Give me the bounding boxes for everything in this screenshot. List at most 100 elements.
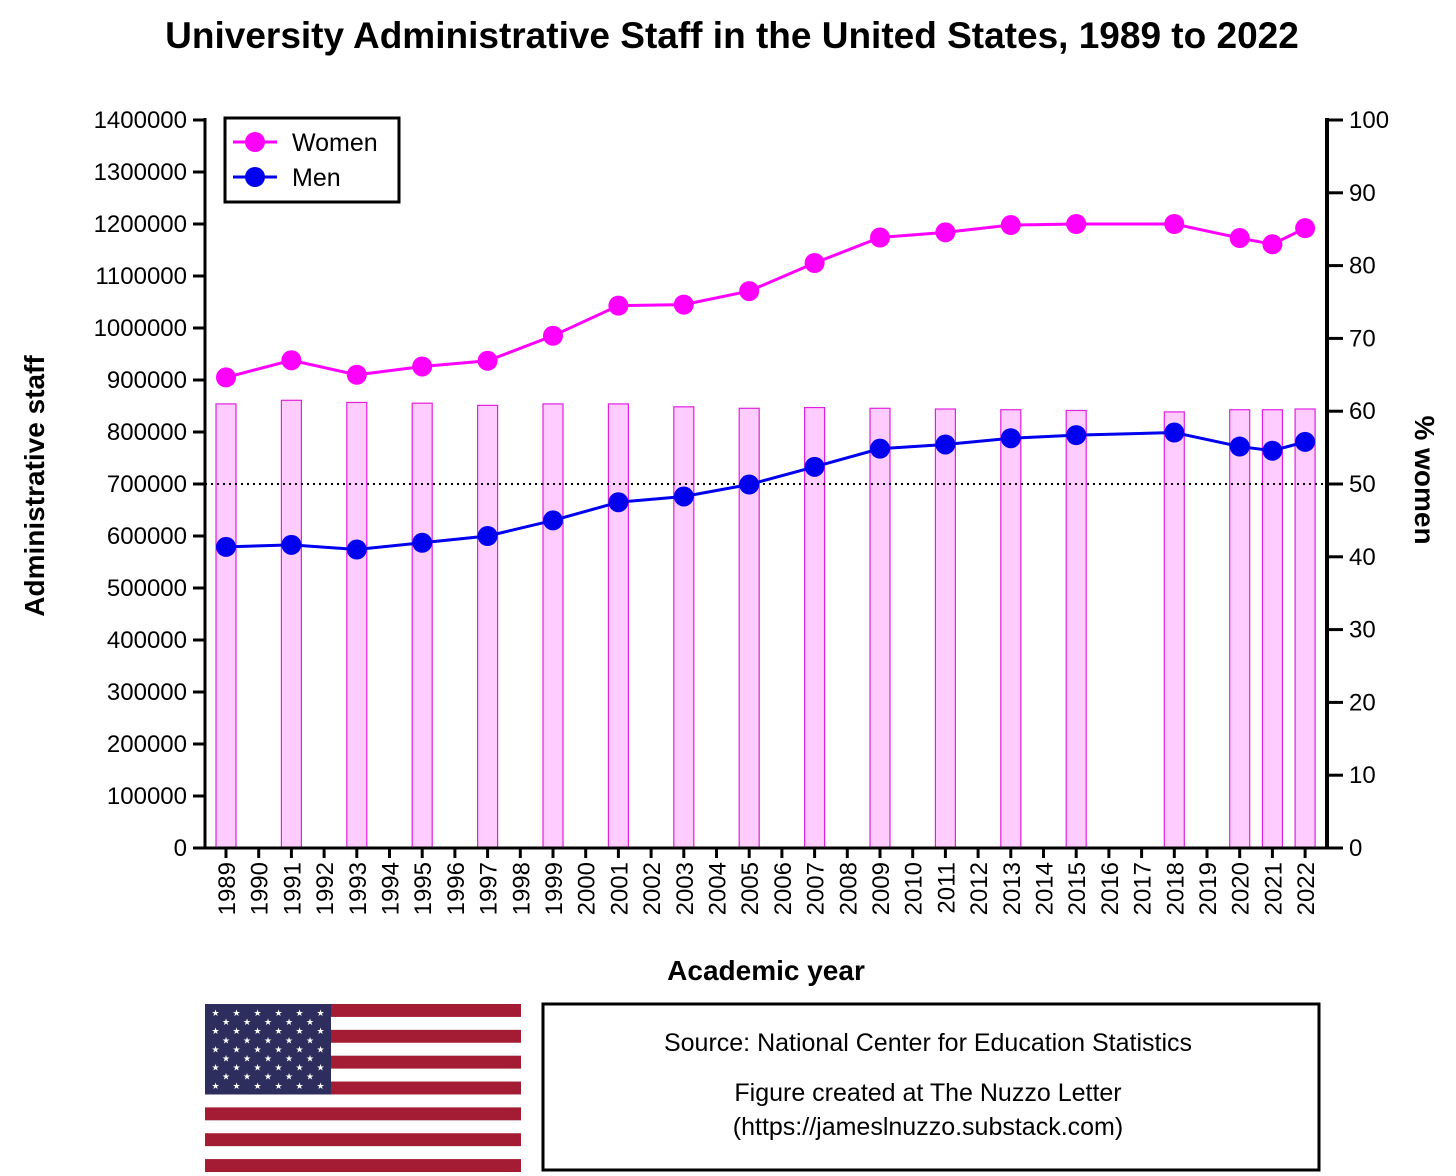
y2-tick-label: 50 <box>1349 471 1376 498</box>
y2-tick-label: 90 <box>1349 180 1376 207</box>
men-point-2007 <box>804 456 825 477</box>
flag-star: ★ <box>211 1081 219 1091</box>
x-tick-label: 1998 <box>508 862 535 915</box>
flag-star: ★ <box>295 1081 303 1091</box>
flag-star: ★ <box>306 1017 314 1027</box>
y-tick-label: 800000 <box>107 419 187 446</box>
x-tick-label: 2004 <box>705 862 732 915</box>
x-tick-label: 2020 <box>1228 862 1255 915</box>
flag-star: ★ <box>295 1008 303 1018</box>
flag-star: ★ <box>295 1044 303 1054</box>
x-tick-label: 2006 <box>770 862 797 915</box>
flag-star: ★ <box>211 1063 219 1073</box>
x-tick-label: 2013 <box>999 862 1026 915</box>
percent-women-bars <box>215 399 1316 849</box>
y2-axis-label: % women <box>1409 415 1440 544</box>
men-point-2013 <box>1000 428 1021 449</box>
flag-star: ★ <box>274 1081 282 1091</box>
women-point-2018 <box>1164 214 1185 234</box>
y2-tick-label: 70 <box>1349 325 1376 352</box>
bar-2001 <box>607 403 630 849</box>
flag-star: ★ <box>285 1035 293 1045</box>
flag-star: ★ <box>222 1035 230 1045</box>
y-tick-label: 100000 <box>107 783 187 810</box>
y-tick-label: 1100000 <box>95 263 187 290</box>
women-line <box>225 222 1306 379</box>
y-tick-label: 300000 <box>107 679 187 706</box>
men-point-2005 <box>739 474 760 495</box>
y-tick-label: 600000 <box>107 523 187 550</box>
women-point-1993 <box>346 364 367 385</box>
y-tick-label: 900000 <box>107 367 187 394</box>
women-point-2005 <box>739 281 760 302</box>
men-point-2009 <box>870 438 890 459</box>
bar-1989 <box>215 403 237 849</box>
flag-star: ★ <box>285 1017 293 1027</box>
x-axis-ticks: 1989 1990 1991 1992 1993 1994 1995 1996 1997 1998… <box>214 848 1320 915</box>
x-tick-label: 2010 <box>901 862 928 915</box>
legend-men-marker <box>245 167 265 187</box>
flag-canton <box>205 1004 331 1095</box>
bar-1991 <box>280 399 302 849</box>
flag-star: ★ <box>274 1044 282 1054</box>
bar-2013 <box>1000 409 1022 849</box>
x-tick-label: 1993 <box>345 862 372 915</box>
flag-star: ★ <box>274 1026 282 1036</box>
flag-star: ★ <box>232 1081 240 1091</box>
x-tick-label: 2016 <box>1097 862 1124 915</box>
x-tick-label: 1989 <box>214 862 241 915</box>
flag-star: ★ <box>316 1026 324 1036</box>
men-point-2011 <box>935 434 956 455</box>
y2-tick-label: 100 <box>1349 107 1389 134</box>
flag-star: ★ <box>264 1035 272 1045</box>
x-tick-label: 2002 <box>639 862 666 915</box>
flag-star: ★ <box>316 1008 324 1018</box>
flag-star: ★ <box>232 1063 240 1073</box>
x-tick-label: 1992 <box>312 862 339 915</box>
bar-1995 <box>411 402 433 849</box>
flag-stripe <box>205 1133 521 1147</box>
flag-star: ★ <box>264 1054 272 1064</box>
men-point-2001 <box>608 492 629 513</box>
bar-1999 <box>542 403 564 849</box>
x-tick-label: 1995 <box>410 862 437 915</box>
left-axis-ticks: 0 100000 200000 300000 400000 500000 600000 700… <box>94 107 205 862</box>
flag-star: ★ <box>264 1072 272 1082</box>
y-axis-label: Administrative staff <box>19 355 50 617</box>
y-tick-label: 200000 <box>107 731 187 758</box>
y2-tick-label: 40 <box>1349 544 1376 571</box>
flag-star: ★ <box>232 1044 240 1054</box>
x-tick-label: 2008 <box>835 862 862 915</box>
x-tick-label: 2018 <box>1162 862 1189 915</box>
x-axis-label: Academic year <box>667 955 865 986</box>
y2-tick-label: 10 <box>1349 762 1376 789</box>
bar-2021 <box>1261 409 1284 849</box>
x-tick-label: 2014 <box>1032 862 1059 915</box>
flag-star: ★ <box>222 1054 230 1064</box>
legend-women-label: Women <box>292 129 378 157</box>
x-tick-label: 2000 <box>574 862 601 915</box>
legend-women-marker <box>245 132 265 152</box>
bar-1993 <box>346 401 368 849</box>
series-lines <box>216 214 1316 560</box>
flag-star: ★ <box>316 1044 324 1054</box>
flag-star: ★ <box>306 1035 314 1045</box>
flag-star: ★ <box>253 1008 261 1018</box>
y-tick-label: 1300000 <box>94 159 187 186</box>
source-box-border <box>541 1002 1321 1172</box>
women-point-2013 <box>1000 215 1021 236</box>
us-flag-icon: ★ ★ ★ ★ ★ ★★ ★ ★ ★ ★★ ★ ★ ★ ★ ★★ ★ ★ ★ ★★ ★ ★ ★ ★ ★★ ★ ★ ★ ★★ ★ ★ ★ ★ ★★… <box>205 1004 521 1172</box>
legend-box <box>223 116 401 204</box>
flag-star: ★ <box>211 1026 219 1036</box>
y-tick-label: 1200000 <box>94 211 187 238</box>
legend-men-label: Men <box>292 164 341 192</box>
source-box: Source: National Center for Education St… <box>541 1002 1321 1172</box>
flag-star: ★ <box>243 1072 251 1082</box>
right-axis-ticks: 0 10 20 30 40 50 60 70 80 90 100 <box>1327 107 1389 862</box>
x-tick-label: 1996 <box>443 862 470 915</box>
x-tick-label: 2022 <box>1293 862 1320 915</box>
x-tick-label: 2007 <box>803 862 830 915</box>
x-tick-label: 1997 <box>476 862 503 915</box>
women-point-1989 <box>216 367 236 388</box>
